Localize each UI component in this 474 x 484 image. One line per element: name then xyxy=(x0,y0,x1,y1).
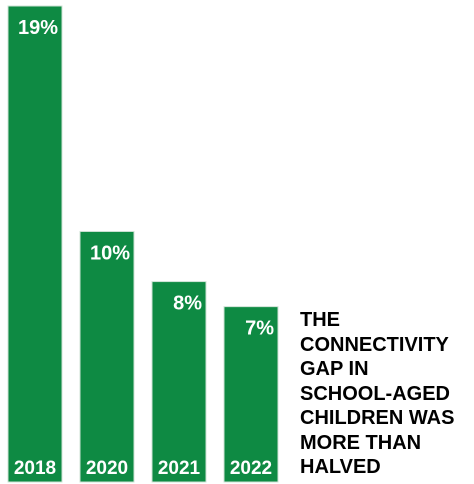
annotation-line: CONNECTIVITY xyxy=(300,333,449,356)
bar-2021 xyxy=(151,281,207,483)
category-label: 2021 xyxy=(158,458,201,479)
bar-2022 xyxy=(223,306,279,483)
value-label: 19% xyxy=(18,17,58,39)
annotation-line: SCHOOL-AGED xyxy=(300,382,450,405)
chart-annotation: THE CONNECTIVITY GAP IN SCHOOL-AGED CHIL… xyxy=(300,308,472,480)
bar-2018 xyxy=(7,5,63,483)
annotation-line: MORE THAN xyxy=(300,431,422,454)
category-label: 2022 xyxy=(230,458,272,479)
annotation-line: CHILDREN WAS xyxy=(300,407,455,429)
category-label: 2018 xyxy=(14,458,56,479)
annotation-line: HALVED xyxy=(300,456,381,478)
category-label: 2020 xyxy=(86,458,128,479)
annotation-line: THE xyxy=(300,309,340,331)
value-label: 8% xyxy=(173,293,202,315)
bar-2020 xyxy=(79,230,135,483)
annotation-line: GAP IN xyxy=(300,358,369,380)
value-label: 10% xyxy=(90,242,130,264)
value-label: 7% xyxy=(245,318,274,340)
